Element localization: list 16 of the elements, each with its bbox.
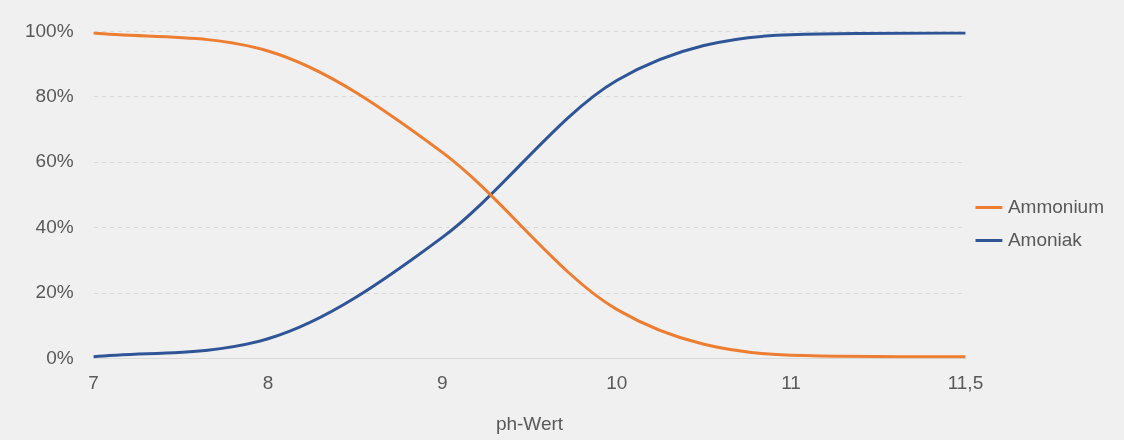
x-tick-label: 8 xyxy=(262,372,274,394)
y-tick-label: 80% xyxy=(35,85,74,107)
legend-label: Amoniak xyxy=(1007,228,1083,250)
x-tick-label: 10 xyxy=(606,372,628,394)
line-series xyxy=(92,31,967,359)
y-tick-label: 20% xyxy=(35,281,74,303)
x-tick-label: 11,5 xyxy=(947,372,984,394)
y-tick-label: 40% xyxy=(35,215,74,237)
x-axis-title: ph-Wert xyxy=(495,412,564,434)
x-tick-label: 7 xyxy=(88,372,99,394)
x-tick-label: 11 xyxy=(781,372,801,394)
y-tick-label: 0% xyxy=(46,346,74,368)
y-tick-label: 100% xyxy=(24,19,74,41)
legend-label: Ammonium xyxy=(1007,195,1104,217)
x-tick-label: 9 xyxy=(437,372,448,394)
y-tick-label: 60% xyxy=(35,150,74,172)
